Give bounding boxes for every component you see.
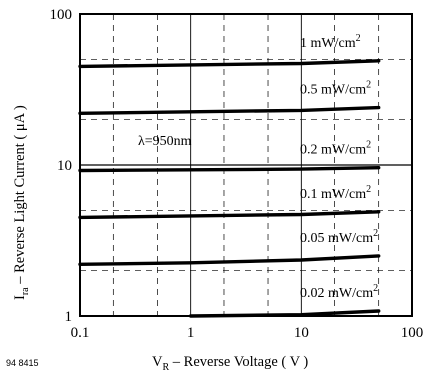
series-line-4	[78, 254, 381, 266]
y-tick-label: 100	[50, 7, 73, 23]
series-label-1: 0.5 mW/cm2	[300, 80, 371, 98]
x-tick-label: 1	[187, 325, 195, 341]
x-tick-label: 10	[294, 325, 309, 341]
series-label-3: 0.1 mW/cm2	[300, 184, 371, 202]
series-line-0	[78, 59, 381, 69]
figure-code: 94 8415	[6, 358, 39, 368]
series-line-2	[78, 166, 381, 173]
y-tick-label: 10	[57, 158, 72, 174]
series-line-1	[78, 105, 381, 115]
series-label-5: 0.02 mW/cm2	[300, 283, 378, 301]
y-tick-label: 1	[65, 309, 73, 325]
series-label-4: 0.05 mW/cm2	[300, 228, 378, 246]
x-tick-label: 100	[401, 325, 424, 341]
series-label-2: 0.2 mW/cm2	[300, 140, 371, 158]
plot-frame	[79, 13, 413, 317]
series-lines	[78, 59, 381, 318]
grid-lines	[80, 14, 412, 316]
series-label-0: 1 mW/cm2	[300, 33, 361, 51]
x-axis-label: VR – Reverse Voltage ( V )	[152, 354, 308, 373]
series-labels: 1 mW/cm2 0.5 mW/cm2 0.2 mW/cm2 0.1 mW/cm2 0.…	[300, 33, 378, 301]
y-axis-label: Ira – Reverse Light Current ( μA )	[12, 105, 31, 300]
wavelength-annotation: λ=950nm	[138, 134, 192, 149]
series-line-3	[78, 210, 381, 220]
y-tick-labels: 1 10 100	[50, 7, 73, 325]
x-tick-labels: 0.1 1 10 100	[71, 325, 424, 341]
x-tick-label: 0.1	[71, 325, 90, 341]
